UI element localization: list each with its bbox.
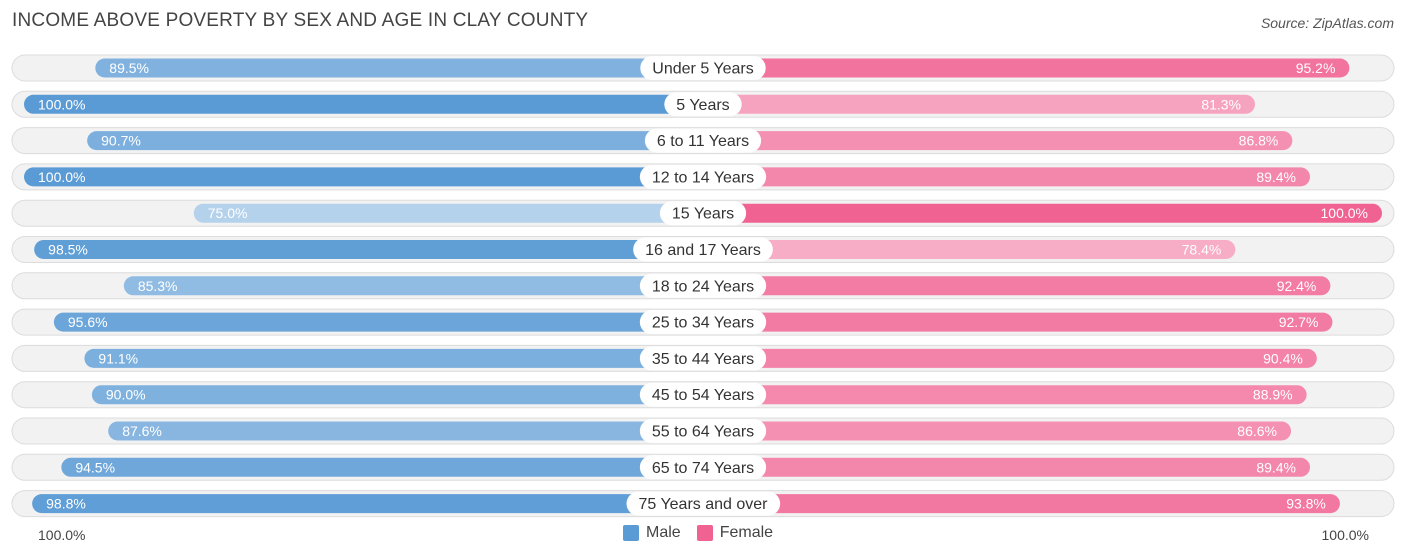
female-bar[interactable] — [703, 312, 1333, 332]
female-bar[interactable] — [703, 131, 1293, 151]
male-bar[interactable] — [84, 348, 703, 368]
female-bar[interactable] — [703, 167, 1311, 187]
male-bar[interactable] — [24, 94, 703, 114]
male-bar[interactable] — [24, 167, 703, 187]
female-value-label: 88.9% — [1253, 387, 1293, 403]
category-pill — [659, 201, 747, 226]
category-pill — [626, 491, 781, 516]
category-label: 65 to 74 Years — [652, 460, 754, 477]
legend-label-female: Female — [719, 524, 774, 541]
axis-left-label: 100.0% — [38, 527, 86, 543]
category-label: 6 to 11 Years — [657, 133, 749, 150]
category-pill — [639, 455, 767, 480]
female-bar[interactable] — [703, 240, 1236, 259]
category-label: 12 to 14 Years — [652, 169, 754, 186]
category-label: 15 Years — [672, 206, 734, 223]
female-bar[interactable] — [703, 94, 1256, 114]
male-value-label: 87.6% — [122, 423, 162, 439]
female-value-label: 86.6% — [1237, 423, 1277, 439]
category-pill — [664, 92, 742, 117]
source-note: Source: ZipAtlas.com — [1260, 15, 1394, 31]
category-pill — [640, 56, 766, 80]
male-value-label: 90.7% — [101, 133, 141, 149]
category-pill — [639, 273, 767, 298]
male-value-label: 100.0% — [38, 169, 85, 185]
legend-swatch-male — [623, 525, 639, 541]
category-pill — [644, 128, 762, 153]
chart-plot-area: 89.5% 95.2% Under 5 Years 100.0% 81.3% 5 Year… — [11, 54, 1395, 518]
male-bar[interactable] — [108, 421, 704, 441]
bar-row: 91.1% 90.4% — [11, 344, 1395, 372]
male-value-label: 100.0% — [38, 96, 85, 112]
female-bar[interactable] — [703, 203, 1382, 223]
female-value-label: 89.4% — [1256, 459, 1296, 475]
male-bar[interactable] — [95, 58, 704, 78]
legend: Male Female — [623, 524, 789, 542]
category-label: 18 to 24 Years — [652, 278, 754, 295]
male-value-label: 85.3% — [138, 278, 178, 294]
legend-item-male[interactable]: Male — [623, 524, 681, 542]
category-label: 25 to 34 Years — [652, 315, 754, 332]
female-value-label: 100.0% — [1321, 205, 1368, 221]
bar-row: 98.8% 93.8% — [11, 490, 1395, 518]
female-value-label: 90.4% — [1263, 350, 1303, 366]
axis-right-label: 100.0% — [1321, 527, 1369, 543]
category-pill — [633, 237, 773, 262]
category-pill — [639, 382, 767, 407]
category-pill — [639, 164, 767, 189]
male-value-label: 91.1% — [98, 350, 138, 366]
female-bar[interactable] — [703, 421, 1292, 441]
male-value-label: 95.6% — [68, 314, 108, 330]
female-bar[interactable] — [703, 457, 1311, 477]
male-bar[interactable] — [32, 494, 703, 514]
male-value-label: 89.5% — [109, 60, 149, 76]
legend-item-female[interactable]: Female — [696, 524, 774, 542]
female-bar[interactable] — [703, 348, 1317, 368]
male-value-label: 98.5% — [48, 242, 88, 258]
male-bar[interactable] — [61, 457, 704, 477]
bar-row: 75.0% 100.0% — [11, 199, 1395, 227]
female-value-label: 95.2% — [1296, 60, 1336, 76]
category-label: 55 to 64 Years — [652, 424, 754, 441]
category-label: 35 to 44 Years — [652, 351, 754, 368]
male-bar[interactable] — [34, 240, 704, 259]
category-pill — [639, 346, 767, 371]
male-bar[interactable] — [53, 312, 704, 332]
male-value-label: 75.0% — [208, 205, 248, 221]
category-label: 5 Years — [676, 97, 729, 114]
legend-label-male: Male — [646, 524, 681, 541]
male-bar[interactable] — [123, 276, 704, 296]
category-label: 75 Years and over — [639, 496, 769, 513]
female-value-label: 92.7% — [1279, 314, 1319, 330]
category-label: 45 to 54 Years — [652, 387, 754, 404]
male-value-label: 94.5% — [75, 459, 115, 475]
female-value-label: 93.8% — [1286, 496, 1326, 512]
female-bar[interactable] — [703, 494, 1340, 514]
male-value-label: 90.0% — [106, 387, 146, 403]
female-bar[interactable] — [703, 385, 1307, 405]
category-label: 16 and 17 Years — [645, 242, 761, 259]
female-value-label: 89.4% — [1256, 169, 1296, 185]
male-bar[interactable] — [87, 131, 704, 151]
female-value-label: 81.3% — [1201, 96, 1241, 112]
female-value-label: 92.4% — [1277, 278, 1317, 294]
category-pill — [639, 419, 767, 443]
female-bar[interactable] — [703, 58, 1350, 78]
female-value-label: 78.4% — [1182, 242, 1222, 258]
female-value-label: 86.8% — [1239, 133, 1279, 149]
male-bar[interactable] — [193, 203, 703, 223]
female-bar[interactable] — [703, 276, 1331, 296]
male-bar[interactable] — [91, 385, 703, 405]
chart-title: INCOME ABOVE POVERTY BY SEX AND AGE IN C… — [12, 10, 589, 31]
category-label: Under 5 Years — [652, 61, 753, 78]
category-pill — [639, 310, 767, 335]
male-value-label: 98.8% — [46, 496, 86, 512]
legend-swatch-female — [696, 525, 713, 541]
